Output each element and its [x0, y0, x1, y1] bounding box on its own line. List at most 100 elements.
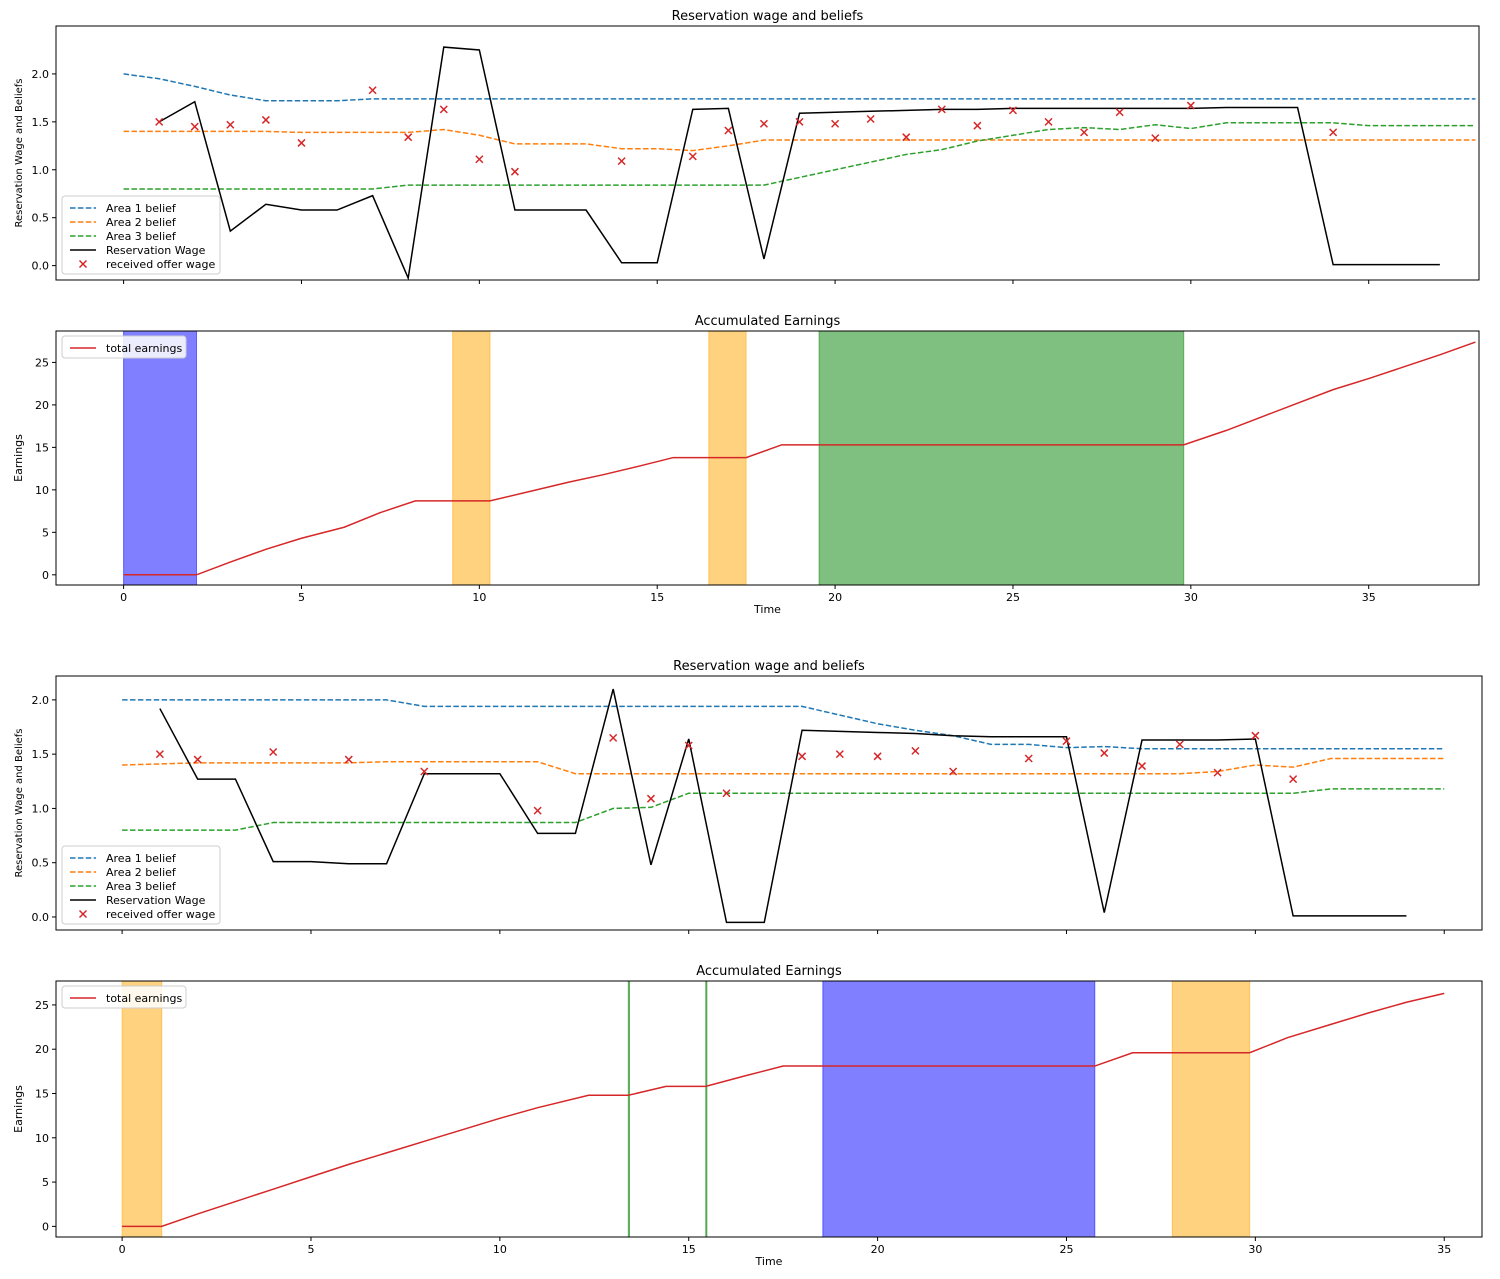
- series-area-2-belief: [123, 128, 1476, 152]
- chart-1: 0.0 0.5 1.0 1.5 2.0 Reservation wage and beli…: [14, 9, 1480, 284]
- series-area-3-belief: [123, 122, 1476, 190]
- chart-4: 0 5 10 15 20 25 30 35 0 5 10 15 20 25 Accumulated Earn…: [12, 964, 1483, 1268]
- y-tick-label: 1.0: [32, 802, 50, 815]
- legend-marker-icon: [78, 909, 88, 919]
- series-received-offer-wage: [155, 731, 1298, 815]
- legend-label: total earnings: [106, 342, 182, 355]
- legend-label: Area 1 belief: [106, 202, 177, 215]
- offer-point: [937, 105, 946, 114]
- chart-title: Reservation wage and beliefs: [673, 659, 865, 674]
- series-area-2-belief: [122, 757, 1445, 775]
- y-tick-label: 25: [35, 999, 49, 1012]
- chart-title: Accumulated Earnings: [695, 314, 841, 329]
- legend-label: total earnings: [106, 992, 182, 1005]
- chart-title: Accumulated Earnings: [696, 964, 842, 979]
- chart-3: 0.0 0.5 1.0 1.5 2.0 Reservation wage and beli…: [14, 659, 1483, 934]
- offer-point: [269, 747, 278, 757]
- x-tick-label: 25: [1006, 591, 1020, 604]
- offer-point: [1044, 117, 1053, 126]
- legend-label: Reservation Wage: [106, 244, 206, 257]
- chart-title: Reservation wage and beliefs: [672, 9, 864, 24]
- x-tick-label: 15: [650, 591, 664, 604]
- offer-point: [190, 122, 199, 131]
- shaded-span-3: [705, 980, 708, 1238]
- offer-point: [617, 157, 626, 166]
- legend: total earnings: [61, 985, 187, 1009]
- x-tick-label: 30: [1248, 1243, 1262, 1256]
- legend-label: Area 2 belief: [106, 216, 177, 229]
- legend-label: Reservation Wage: [106, 894, 206, 907]
- offer-point: [1080, 128, 1089, 137]
- legend-marker-icon: [78, 259, 88, 269]
- legend: total earnings: [61, 335, 187, 359]
- offer-point: [1137, 762, 1147, 771]
- y-tick-label: 2.0: [32, 694, 50, 707]
- offer-point: [759, 119, 768, 128]
- shaded-span-4: [818, 330, 1185, 586]
- y-tick-label: 0.0: [32, 911, 50, 924]
- offer-point: [866, 114, 875, 124]
- offer-point: [193, 755, 202, 764]
- y-tick-label: 5: [42, 1176, 49, 1189]
- y-tick-label: 0: [42, 1220, 49, 1233]
- series-received-offer-wage: [155, 86, 1338, 176]
- offer-point: [911, 746, 920, 755]
- offer-point: [688, 152, 697, 161]
- legend-box: [61, 195, 221, 275]
- offer-point: [344, 755, 353, 764]
- series-reservation-wage: [158, 46, 1440, 280]
- offer-point: [795, 117, 804, 126]
- y-axis-label: Earnings: [12, 434, 25, 482]
- series-area-1-belief: [123, 73, 1476, 102]
- x-tick-label: 10: [472, 591, 486, 604]
- offer-point: [873, 752, 882, 761]
- offer-point: [1186, 101, 1195, 110]
- y-tick-label: 10: [35, 1132, 49, 1145]
- y-tick-label: 10: [35, 484, 49, 497]
- y-tick-label: 15: [35, 1088, 49, 1101]
- x-tick-label: 25: [1059, 1243, 1073, 1256]
- y-tick-label: 0.5: [32, 212, 50, 225]
- offer-point: [798, 752, 807, 761]
- offer-point: [155, 117, 164, 126]
- y-tick-label: 20: [35, 399, 49, 412]
- shaded-span-2: [452, 330, 491, 586]
- legend-box: [61, 845, 221, 925]
- offer-point: [1151, 134, 1160, 143]
- x-tick-label: 0: [119, 1243, 126, 1256]
- plot-area: [123, 341, 1476, 576]
- series-area-3-belief: [122, 788, 1445, 831]
- legend-label: received offer wage: [106, 908, 215, 921]
- y-tick-label: 0.0: [32, 260, 50, 273]
- offer-point: [684, 741, 693, 750]
- legend-label: Area 3 belief: [106, 230, 177, 243]
- offer-point: [1062, 737, 1071, 746]
- plot-area: [122, 688, 1445, 924]
- offer-point: [646, 794, 655, 803]
- y-tick-label: 15: [35, 441, 49, 454]
- offer-point: [1115, 108, 1124, 117]
- series-reservation-wage: [159, 688, 1407, 924]
- offer-point: [226, 120, 235, 129]
- offer-point: [420, 767, 429, 776]
- offer-point: [439, 105, 448, 114]
- offer-point: [1289, 775, 1298, 784]
- axes-frame: [55, 25, 1480, 281]
- legend-box: [61, 335, 187, 359]
- offer-point: [1100, 749, 1109, 758]
- chart-2: 0 5 10 15 20 25 30 35 0 5 10 15 20 25 Accumulated Earn…: [12, 314, 1480, 616]
- series-total-earnings: [123, 341, 1476, 576]
- axes-frame: [55, 330, 1480, 586]
- x-axis-label: Time: [753, 603, 781, 616]
- y-axis-label: Earnings: [12, 1085, 25, 1133]
- x-tick-label: 10: [493, 1243, 507, 1256]
- axes-frame: [55, 675, 1483, 931]
- y-tick-label: 0: [42, 569, 49, 582]
- x-tick-label: 0: [120, 591, 127, 604]
- offer-point: [475, 155, 484, 164]
- shaded-span-5: [1171, 980, 1251, 1238]
- x-tick-label: 35: [1362, 591, 1376, 604]
- x-tick-label: 5: [307, 1243, 314, 1256]
